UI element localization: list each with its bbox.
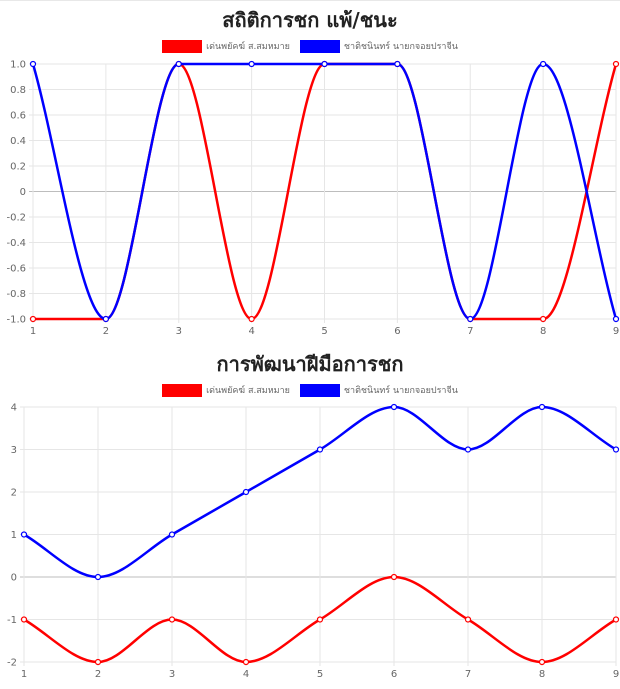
legend-label: เด่นพยัคฆ์ ส.สมหมาย	[206, 42, 290, 52]
y-tick-label: -0.6	[6, 264, 26, 275]
chart-legend: เด่นพยัคฆ์ ส.สมหมาย ชาติชนินทร์ นายกจอยป…	[0, 38, 620, 54]
legend-item-red[interactable]: เด่นพยัคฆ์ ส.สมหมาย	[162, 383, 290, 397]
win-loss-chart: สถิติการชก แพ้/ชนะ เด่นพยัคฆ์ ส.สมหมาย ช…	[0, 0, 620, 344]
y-tick-label: 0.8	[10, 85, 26, 96]
data-point	[242, 658, 250, 666]
data-point	[168, 531, 176, 538]
data-point	[538, 658, 546, 666]
data-point	[29, 315, 37, 323]
chart-legend: เด่นพยัคฆ์ ส.สมหมาย ชาติชนินทร์ นายกจอยป…	[0, 382, 620, 398]
data-point	[102, 315, 109, 323]
x-tick-label: 5	[321, 326, 327, 337]
data-point	[20, 616, 28, 623]
data-point	[94, 658, 102, 666]
data-point	[612, 60, 620, 68]
series-line-blue	[31, 62, 618, 321]
data-point	[316, 446, 324, 453]
x-tick-label: 9	[613, 669, 619, 680]
data-point	[29, 60, 37, 68]
x-tick-label: 6	[394, 326, 400, 337]
x-tick-label: 2	[95, 669, 101, 680]
data-point	[248, 315, 255, 323]
y-tick-label: 4	[11, 403, 17, 414]
x-tick-label: 8	[540, 326, 546, 337]
y-tick-label: 0.6	[10, 111, 26, 122]
x-tick-label: 2	[103, 326, 109, 337]
y-tick-label: 0	[11, 573, 17, 584]
data-point	[94, 573, 102, 581]
chart-title: สถิติการชก แพ้/ชนะ	[222, 8, 398, 32]
x-tick-label: 7	[467, 326, 473, 337]
legend-swatch-blue	[299, 383, 340, 397]
y-tick-label: -1	[7, 615, 17, 626]
legend-item-blue[interactable]: ชาติชนินทร์ นายกจอยปราจีน	[299, 39, 458, 53]
x-tick-label: 9	[613, 326, 619, 337]
top-divider	[0, 0, 620, 1]
data-point	[390, 403, 398, 411]
legend-item-blue[interactable]: ชาติชนินทร์ นายกจอยปราจีน	[299, 383, 458, 397]
legend-label: เด่นพยัคฆ์ ส.สมหมาย	[206, 386, 290, 396]
data-point	[612, 315, 620, 323]
y-tick-label: -1.0	[6, 315, 26, 326]
y-tick-label: 0.2	[10, 162, 26, 173]
data-point	[168, 616, 176, 623]
y-tick-label: 0.4	[10, 136, 26, 147]
data-point	[612, 446, 620, 453]
data-point	[612, 616, 620, 623]
data-point	[538, 403, 546, 411]
data-point	[390, 573, 398, 581]
data-point	[464, 616, 472, 623]
x-tick-label: 1	[21, 669, 27, 680]
data-point	[242, 488, 250, 496]
data-point	[464, 446, 472, 453]
y-tick-label: -2	[7, 658, 17, 669]
y-tick-label: 0	[20, 187, 26, 198]
legend-swatch-red	[162, 383, 203, 397]
data-point	[248, 60, 255, 68]
x-tick-label: 4	[243, 669, 249, 680]
y-tick-label: 2	[11, 488, 17, 499]
data-point	[316, 616, 324, 623]
plot-area: 4 3 2 1 0 -1 -2 1 2 3 4 5 6 7 8 9	[7, 403, 620, 681]
legend-swatch-red	[162, 39, 203, 53]
data-point	[20, 531, 28, 538]
y-tick-label: -0.2	[6, 213, 26, 224]
x-tick-label: 1	[30, 326, 36, 337]
data-point	[394, 60, 401, 68]
x-tick-label: 3	[169, 669, 175, 680]
y-tick-label: 1.0	[10, 60, 26, 71]
legend-label: ชาติชนินทร์ นายกจอยปราจีน	[343, 386, 458, 396]
x-tick-label: 3	[176, 326, 182, 337]
y-tick-label: 1	[11, 530, 17, 541]
x-tick-label: 4	[248, 326, 254, 337]
data-point	[175, 60, 182, 68]
skill-development-chart: การพัฒนาฝีมือการชก เด่นพยัคฆ์ ส.สมหมาย ช…	[0, 344, 620, 689]
y-tick-label: -0.8	[6, 289, 26, 300]
y-tick-label: -0.4	[6, 238, 26, 249]
data-point	[321, 60, 328, 68]
data-point	[540, 315, 547, 323]
x-tick-label: 6	[391, 669, 397, 680]
data-point	[467, 315, 474, 323]
x-tick-label: 7	[465, 669, 471, 680]
plot-area: 1.0 0.8 0.6 0.4 0.2 0 -0.2 -0.4 -0.6 -0.8 -1.0 1 2 3 4…	[6, 60, 620, 338]
legend-item-red[interactable]: เด่นพยัคฆ์ ส.สมหมาย	[162, 39, 290, 53]
x-tick-label: 8	[539, 669, 545, 680]
chart-title: การพัฒนาฝีมือการชก	[216, 352, 404, 376]
y-tick-label: 3	[11, 445, 17, 456]
x-tick-label: 5	[317, 669, 323, 680]
data-point	[540, 60, 547, 68]
legend-swatch-blue	[299, 39, 340, 53]
legend-label: ชาติชนินทร์ นายกจอยปราจีน	[343, 42, 458, 52]
